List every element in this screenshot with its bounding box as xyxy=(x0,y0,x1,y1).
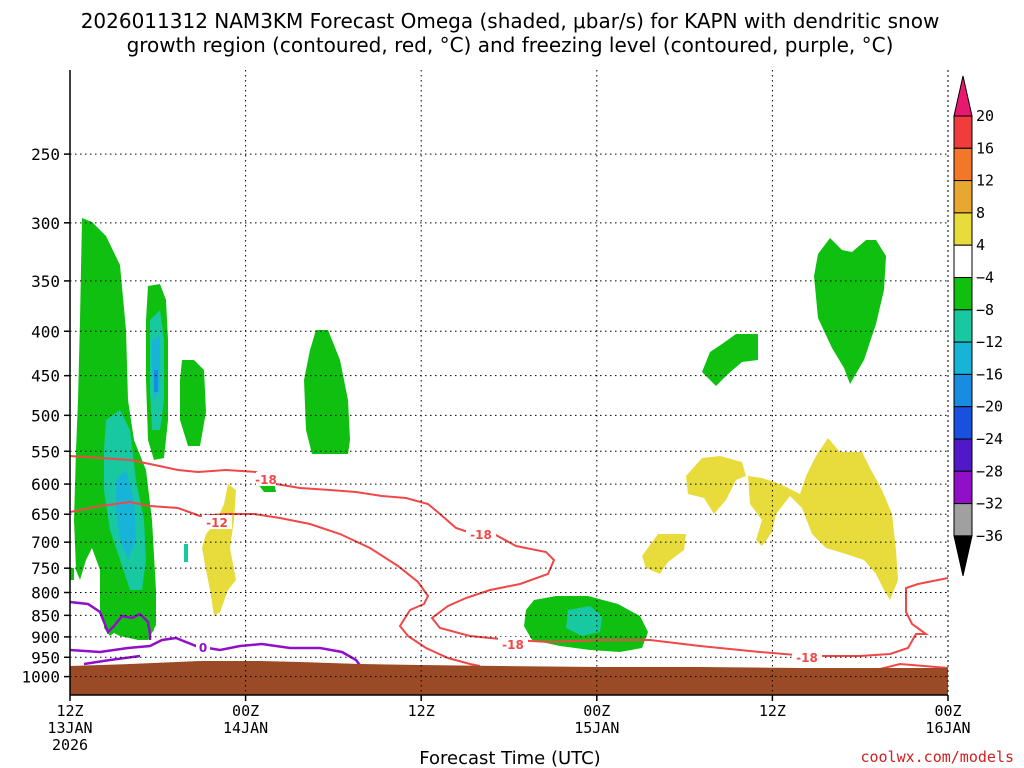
x-tick-label: 12Z xyxy=(56,702,83,720)
y-tick-label: 350 xyxy=(31,272,60,291)
y-tick-label: 700 xyxy=(31,533,60,552)
y-tick-labels: 250 300 350 400 450 500 550 600 650 700 750 800 850 9… xyxy=(21,145,70,687)
x-tick-label: 15JAN xyxy=(574,719,619,737)
colorbar-label: 8 xyxy=(976,204,985,222)
chart-title-line2: growth region (contoured, red, °C) and f… xyxy=(127,33,894,57)
dgz-label-1: -18 xyxy=(255,473,277,487)
omega-region-green-4 xyxy=(304,330,350,454)
omega-region-green-9 xyxy=(702,334,758,386)
colorbar-label: 4 xyxy=(976,236,985,254)
freezing-level-contour-upper xyxy=(69,600,152,640)
terrain-surface xyxy=(70,661,948,695)
x-tick-label: 00Z xyxy=(583,702,610,720)
omega-region-yellow-3 xyxy=(642,534,686,574)
x-tick-label: 12Z xyxy=(759,702,786,720)
y-tick-label: 400 xyxy=(31,322,60,341)
x-tick-label: 00Z xyxy=(934,702,961,720)
y-tick-label: 450 xyxy=(31,367,60,386)
omega-region-blue-1 xyxy=(154,370,158,392)
x-tick-label: 13JAN xyxy=(47,719,92,737)
colorbar-segment xyxy=(953,180,973,214)
omega-region-yellow-2 xyxy=(686,456,746,514)
colorbar-segment xyxy=(953,406,973,440)
y-tick-label: 850 xyxy=(31,606,60,625)
colorbar-label: −28 xyxy=(976,462,1003,480)
x-tick-label: 12Z xyxy=(408,702,435,720)
y-tick-label: 800 xyxy=(31,584,60,603)
x-tick-label: 2026 xyxy=(52,736,88,754)
colorbar-segment xyxy=(953,470,973,505)
x-tick-label: 14JAN xyxy=(223,719,268,737)
colorbar-label: −20 xyxy=(976,398,1003,416)
colorbar-segment xyxy=(953,309,973,343)
pressure-gridlines xyxy=(70,153,948,678)
colorbar-label: −24 xyxy=(976,430,1003,448)
dgz-label-5: -18 xyxy=(796,651,818,665)
colorbar-segment xyxy=(953,115,973,149)
x-tick-label: 00Z xyxy=(232,702,259,720)
freezing-label-1: 0 xyxy=(199,641,207,655)
colorbar-segment xyxy=(953,341,973,375)
colorbar-segment xyxy=(953,244,973,278)
colorbar-segment xyxy=(953,147,973,182)
colorbar-label: 12 xyxy=(976,172,994,190)
y-tick-label: 650 xyxy=(31,505,60,524)
freezing-contour-labels: 0 xyxy=(196,640,210,655)
time-gridlines xyxy=(245,70,773,695)
y-tick-label: 500 xyxy=(31,406,60,425)
dgz-label-2: -12 xyxy=(206,516,228,530)
colorbar-segment xyxy=(953,438,973,472)
omega-region-green-10 xyxy=(814,238,886,384)
omega-region-teal-3 xyxy=(566,606,602,636)
colorbar-label: −4 xyxy=(976,269,994,287)
y-tick-label: 1000 xyxy=(21,668,60,687)
omega-downward-regions xyxy=(202,438,898,616)
x-tick-label: 16JAN xyxy=(925,719,970,737)
y-tick-label: 550 xyxy=(31,442,60,461)
omega-region-yellow-4 xyxy=(748,438,898,600)
dgz-label-4: -18 xyxy=(502,638,524,652)
colorbar-segment xyxy=(953,277,973,311)
x-axis-label: Forecast Time (UTC) xyxy=(419,748,600,768)
omega-region-teal-4 xyxy=(184,544,188,562)
colorbar-segment xyxy=(953,212,973,246)
colorbar-arrow-bottom xyxy=(953,535,973,577)
dgz-label-3: -18 xyxy=(470,528,492,542)
dgz-contour-labels: -18 -12 -18 -18 -18 xyxy=(202,472,822,665)
colorbar-segment xyxy=(953,373,973,408)
colorbar-label: −36 xyxy=(976,527,1003,545)
y-tick-label: 900 xyxy=(31,628,60,647)
dgz-contour-lower xyxy=(69,500,481,667)
colorbar-arrow-top xyxy=(953,75,973,117)
y-tick-label: 750 xyxy=(31,559,60,578)
omega-strong-upward-regions xyxy=(104,310,602,636)
y-tick-label: 250 xyxy=(31,145,60,164)
colorbar-label: −8 xyxy=(976,301,994,319)
omega-region-green-11 xyxy=(70,568,74,580)
colorbar-label: −12 xyxy=(976,333,1003,351)
omega-colorbar: 20 16 12 8 4 −4 −8 −12 −16 −20 −24 −28 −32 −36 xyxy=(953,75,1003,577)
credit-text: coolwx.com/models xyxy=(860,748,1014,766)
y-tick-label: 300 xyxy=(31,214,60,233)
omega-region-cyan-1 xyxy=(116,470,136,560)
freezing-level-contour-lower xyxy=(69,636,363,669)
y-tick-label: 950 xyxy=(31,648,60,667)
colorbar-label: −16 xyxy=(976,365,1003,383)
colorbar-segment xyxy=(953,503,973,537)
colorbar-label: 16 xyxy=(976,139,994,157)
omega-region-green-3 xyxy=(180,360,206,446)
colorbar-label: 20 xyxy=(976,107,994,125)
colorbar-label: −32 xyxy=(976,495,1003,513)
chart-title-line1: 2026011312 NAM3KM Forecast Omega (shaded… xyxy=(81,9,940,33)
y-tick-label: 600 xyxy=(31,475,60,494)
